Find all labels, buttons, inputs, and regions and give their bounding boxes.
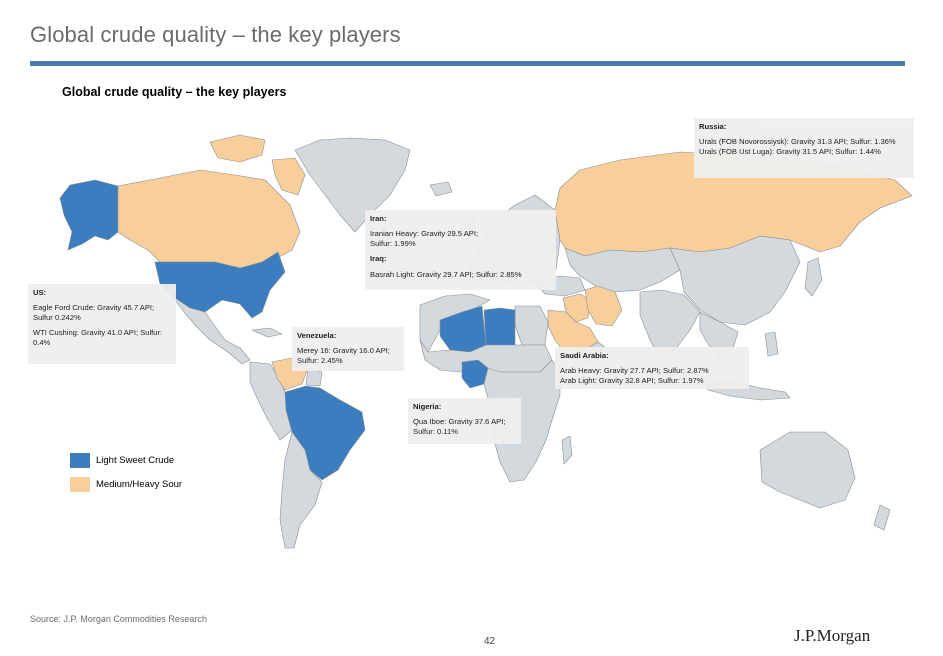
egypt-region	[514, 305, 549, 346]
legend-label: Light Sweet Crude	[96, 455, 175, 466]
callout-saudi-arabia: Saudi Arabia: Arab Heavy: Gravity 27.7 A…	[555, 347, 749, 389]
callout-iran-heading: Iran:	[370, 214, 387, 223]
callout-iran-line: Sulfur: 1.99%	[370, 238, 416, 248]
central-asia-region	[564, 247, 681, 293]
callout-nigeria-heading: Nigeria:	[413, 402, 442, 411]
canada-baffin-region	[271, 157, 306, 196]
iran-region	[584, 285, 623, 327]
callout-iraq-heading: Iraq:	[370, 254, 387, 264]
greenland-region	[294, 137, 411, 233]
callout-venezuela-line: Sulfur: 2.45%	[297, 355, 343, 365]
callout-venezuela: Venezuela: Merey 16: Gravity 16.0 API; S…	[292, 327, 404, 371]
mexico-region	[171, 295, 251, 365]
callout-saudi-heading: Saudi Arabia:	[560, 351, 609, 360]
callout-nigeria-line: Sulfur: 0.11%	[413, 426, 459, 436]
iceland-region	[429, 181, 453, 197]
callout-russia-line: Urals (FOB Novorossiysk): Gravity 31.3 A…	[699, 137, 896, 147]
east-asia-region	[669, 235, 801, 326]
libya-region	[483, 307, 516, 351]
callout-venezuela-heading: Venezuela:	[297, 331, 337, 340]
callout-us-line: 0.4%	[33, 337, 51, 347]
australia-region	[759, 431, 856, 509]
callout-nigeria-line: Qua Iboe: Gravity 37.6 API;	[413, 417, 506, 427]
callout-us-line: Eagle Ford Crude: Gravity 45.7 API;	[33, 303, 155, 313]
slide-title: Global crude quality – the key players	[30, 22, 401, 47]
alaska-region	[59, 179, 119, 251]
canada-arctic-islands-region	[209, 134, 266, 163]
callout-us-line: WTI Cushing: Gravity 41.0 API; Sulfur:	[33, 328, 163, 338]
legend-item-light-sweet: Light Sweet Crude	[70, 453, 174, 468]
legend-item-medium-heavy-sour: Medium/Heavy Sour	[70, 477, 182, 492]
india-region	[639, 289, 701, 363]
canada-region	[117, 169, 301, 269]
map-title: Global crude quality – the key players	[62, 85, 287, 99]
callout-nigeria: Nigeria: Qua Iboe: Gravity 37.6 API; Sul…	[408, 398, 521, 444]
callout-russia: Russia: Urals (FOB Novorossiysk): Gravit…	[694, 118, 914, 178]
legend-label: Medium/Heavy Sour	[96, 479, 183, 490]
callout-russia-line: Urals (FOB Ust Luga): Gravity 31.5 API; …	[699, 146, 881, 156]
madagascar-region	[561, 435, 573, 465]
callout-russia-heading: Russia:	[699, 122, 727, 131]
legend-swatch-light-sweet	[70, 453, 90, 468]
callout-us: US: Eagle Ford Crude: Gravity 45.7 API; …	[28, 284, 176, 364]
southern-cone-region	[279, 431, 323, 549]
new-zealand-region	[873, 504, 891, 531]
callout-venezuela-line: Merey 16: Gravity 16.0 API;	[297, 346, 390, 356]
philippines-region	[764, 331, 779, 357]
callout-saudi-line: Arab Heavy: Gravity 27.7 API; Sulfur: 2.…	[560, 366, 709, 376]
callout-iran-iraq: Iran: Iranian Heavy: Gravity 29.5 API; S…	[365, 210, 556, 290]
callout-iraq-line: Basrah Light: Gravity 29.7 API; Sulfur: …	[370, 269, 522, 279]
cuba-region	[251, 327, 283, 338]
title-rule	[30, 61, 905, 66]
jpmorgan-logo: J.P.Morgan	[794, 626, 871, 645]
source-note: Source: J.P. Morgan Commodities Research	[30, 614, 207, 624]
callout-us-heading: US:	[33, 288, 47, 297]
callout-us-line: Sulfur 0.242%	[33, 312, 81, 322]
legend-swatch-medium-heavy-sour	[70, 477, 90, 492]
callout-saudi-line: Arab Light: Gravity 32.8 API; Sulfur: 1.…	[560, 375, 704, 385]
japan-region	[804, 257, 823, 297]
page-number: 42	[484, 636, 496, 647]
callout-iran-line: Iranian Heavy: Gravity 29.5 API;	[370, 229, 479, 239]
